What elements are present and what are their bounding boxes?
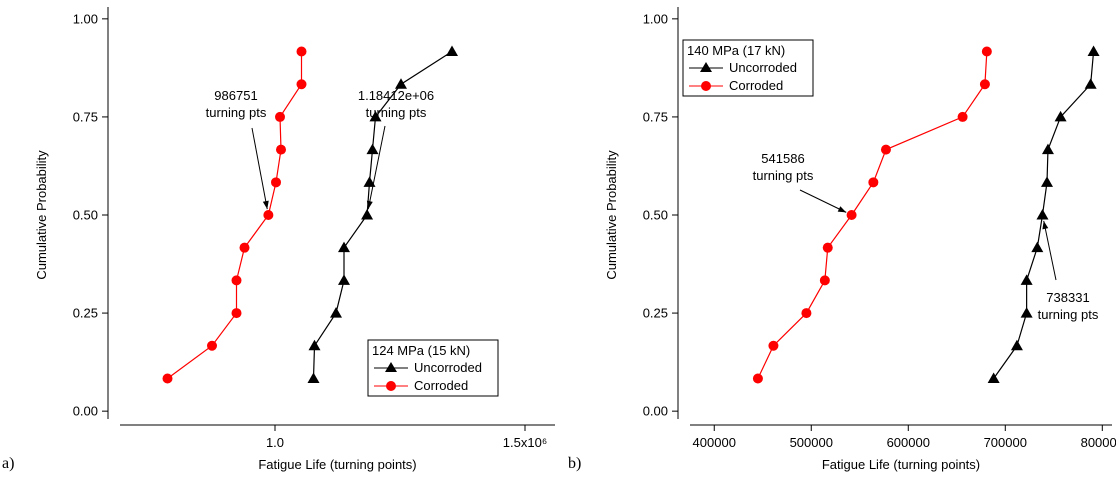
x-tick-label: 700000 xyxy=(984,435,1027,450)
marker xyxy=(296,46,307,57)
arrow-head xyxy=(366,200,373,210)
marker xyxy=(1054,110,1067,122)
y-tick-label: 0.75 xyxy=(643,109,668,124)
marker xyxy=(231,308,242,319)
marker xyxy=(822,242,833,253)
marker xyxy=(846,210,857,220)
y-tick-label: 1.00 xyxy=(73,11,98,26)
marker xyxy=(1041,176,1054,187)
marker xyxy=(868,177,879,188)
marker xyxy=(276,144,286,155)
marker xyxy=(1020,307,1033,318)
y-tick-label: 0.00 xyxy=(73,404,98,419)
marker xyxy=(987,372,1000,383)
legend-label: Uncorroded xyxy=(414,360,482,375)
legend-marker xyxy=(700,62,712,72)
x-tick-label: 500000 xyxy=(790,435,833,450)
y-tick-label: 1.00 xyxy=(643,11,668,26)
marker xyxy=(801,308,812,319)
legend-marker xyxy=(386,381,396,391)
y-tick-label: 0.75 xyxy=(73,109,98,124)
annotation: 986751 xyxy=(214,88,257,103)
legend-title: 140 MPa (17 kN) xyxy=(687,43,785,58)
annotation: turning pts xyxy=(366,105,427,120)
y-tick-label: 0.50 xyxy=(73,208,98,223)
annotation-arrow xyxy=(367,125,386,210)
marker xyxy=(1084,78,1097,89)
marker xyxy=(366,143,379,155)
marker xyxy=(1036,209,1049,220)
marker xyxy=(1087,45,1100,57)
x-tick-label: 1.5x10⁶ xyxy=(503,435,547,450)
legend-marker xyxy=(701,81,711,91)
marker xyxy=(271,177,281,188)
marker xyxy=(957,111,968,122)
marker xyxy=(263,210,274,220)
legend-label: Corroded xyxy=(414,378,468,393)
x-tick-label: 400000 xyxy=(693,435,736,450)
y-tick-label: 0.50 xyxy=(643,208,668,223)
arrow-head xyxy=(837,206,847,213)
marker xyxy=(369,110,382,122)
chart: 0.00 0.25 0.50 0.75 1.00 1.0 1.5x10⁶ Fatigue Li… xyxy=(2,7,555,472)
series-line xyxy=(757,51,988,379)
annotation: 541586 xyxy=(761,151,804,166)
marker xyxy=(446,45,458,57)
marker xyxy=(361,209,374,220)
marker xyxy=(752,373,763,384)
annotation: 738331 xyxy=(1046,290,1089,305)
marker xyxy=(819,275,830,286)
arrow-head xyxy=(262,200,269,210)
x-axis-label: Fatigue Life (turning points) xyxy=(258,457,416,472)
x-tick-label: 1.0 xyxy=(266,435,284,450)
marker xyxy=(239,242,250,253)
marker xyxy=(1031,241,1044,253)
marker xyxy=(1020,274,1033,285)
marker xyxy=(1010,339,1023,351)
marker xyxy=(162,373,173,384)
chart: 0.00 0.25 0.50 0.75 1.00 400000 500000 600000 70… xyxy=(568,7,1116,472)
annotation: 1.18412e+06 xyxy=(358,88,434,103)
annotation-arrow xyxy=(251,127,268,210)
x-tick-label: 800000 xyxy=(1081,435,1116,450)
y-axis-label: Cumulative Probability xyxy=(604,150,619,280)
x-tick-label: 600000 xyxy=(887,435,930,450)
marker xyxy=(275,111,285,122)
marker xyxy=(330,307,342,318)
marker xyxy=(363,176,376,187)
y-axis-label: Cumulative Probability xyxy=(34,150,49,280)
marker xyxy=(338,274,350,285)
legend-label: Uncorroded xyxy=(729,60,797,75)
marker xyxy=(338,241,350,253)
legend-title: 124 MPa (15 kN) xyxy=(372,343,470,358)
marker xyxy=(207,340,217,351)
panel-label: b) xyxy=(568,455,581,472)
annotation-arrow xyxy=(1043,220,1057,281)
marker xyxy=(231,275,242,286)
marker xyxy=(979,79,990,90)
annotation-arrow xyxy=(799,189,847,213)
annotation: turning pts xyxy=(1038,307,1099,322)
marker xyxy=(1041,143,1054,155)
annotation: turning pts xyxy=(753,168,814,183)
y-tick-label: 0.00 xyxy=(643,404,668,419)
y-tick-label: 0.25 xyxy=(643,306,668,321)
marker xyxy=(880,144,891,155)
marker xyxy=(308,339,321,351)
marker xyxy=(395,78,407,89)
legend-label: Corroded xyxy=(729,78,783,93)
marker xyxy=(307,372,320,383)
marker xyxy=(981,46,992,57)
arrow-head xyxy=(1042,220,1049,230)
marker xyxy=(768,340,779,351)
legend-marker xyxy=(385,362,397,372)
marker xyxy=(296,79,307,90)
x-axis-label: Fatigue Life (turning points) xyxy=(822,457,980,472)
annotation: turning pts xyxy=(206,105,267,120)
y-tick-label: 0.25 xyxy=(73,306,98,321)
panel-label: a) xyxy=(2,455,14,472)
